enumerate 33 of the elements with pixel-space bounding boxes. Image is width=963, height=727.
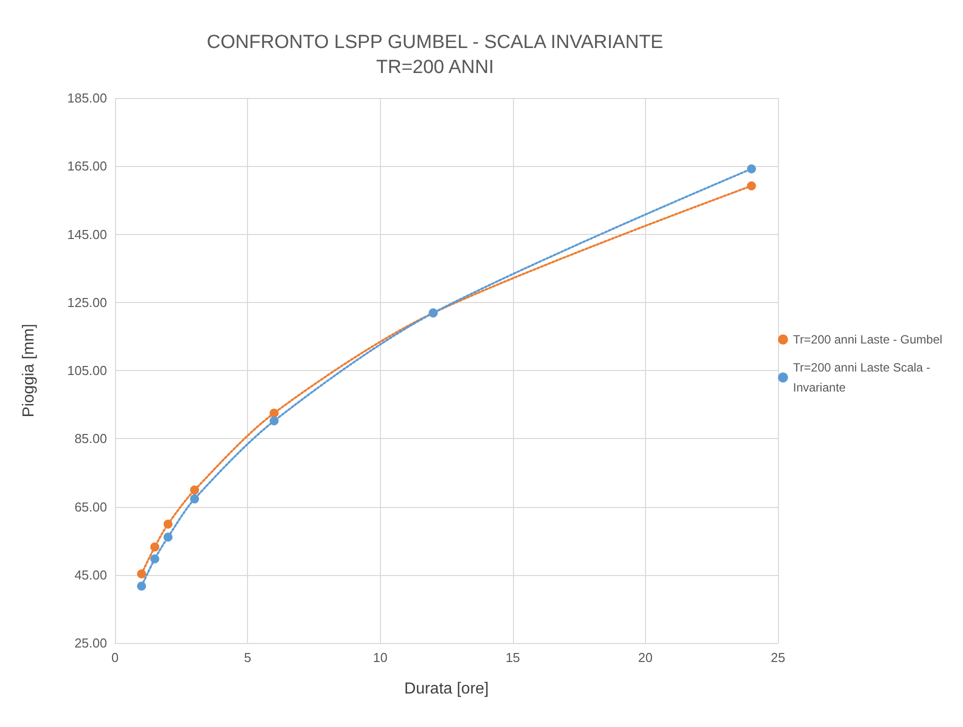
point — [150, 554, 160, 564]
point — [270, 408, 279, 418]
x-tick-label: 10 — [372, 650, 388, 665]
y-tick-label: 25.00 — [74, 636, 107, 650]
y-tick-label: 125.00 — [67, 294, 107, 310]
x-tick-label: 15 — [506, 650, 520, 665]
point — [164, 532, 173, 542]
y-tick-label: 65.00 — [74, 499, 107, 514]
y-tick-label: 145.00 — [67, 226, 107, 242]
legend-label: Tr=200 anni Laste - Gumbel — [793, 332, 942, 346]
point — [746, 164, 756, 174]
x-axis-title: Durata [ore] — [404, 680, 489, 698]
point — [190, 486, 200, 495]
y-axis-title: Pioggia [mm] — [20, 324, 38, 418]
x-tick-label: 25 — [770, 650, 786, 665]
point — [190, 494, 200, 504]
y-tick-label: 85.00 — [74, 431, 107, 446]
point — [746, 181, 756, 190]
y-tick-label: 45.00 — [74, 567, 107, 582]
y-tick-label: 185.00 — [67, 90, 107, 106]
point — [150, 542, 160, 552]
point — [137, 569, 146, 578]
legend-label: Tr=200 anni Laste Scala - Invariante — [793, 360, 934, 394]
y-tick-label: 105.00 — [67, 363, 107, 378]
point — [164, 520, 173, 529]
x-tick-label: 20 — [638, 650, 653, 665]
point — [137, 582, 146, 591]
chart-title: CONFRONTO LSPP GUMBEL - SCALA INVARIANTE — [206, 32, 664, 53]
chart-subtitle: TR=200 ANNI — [376, 57, 494, 78]
x-tick-label: 0 — [111, 650, 119, 665]
x-tick-label: 5 — [244, 650, 252, 665]
point — [270, 416, 279, 426]
y-tick-label: 165.00 — [67, 158, 107, 174]
